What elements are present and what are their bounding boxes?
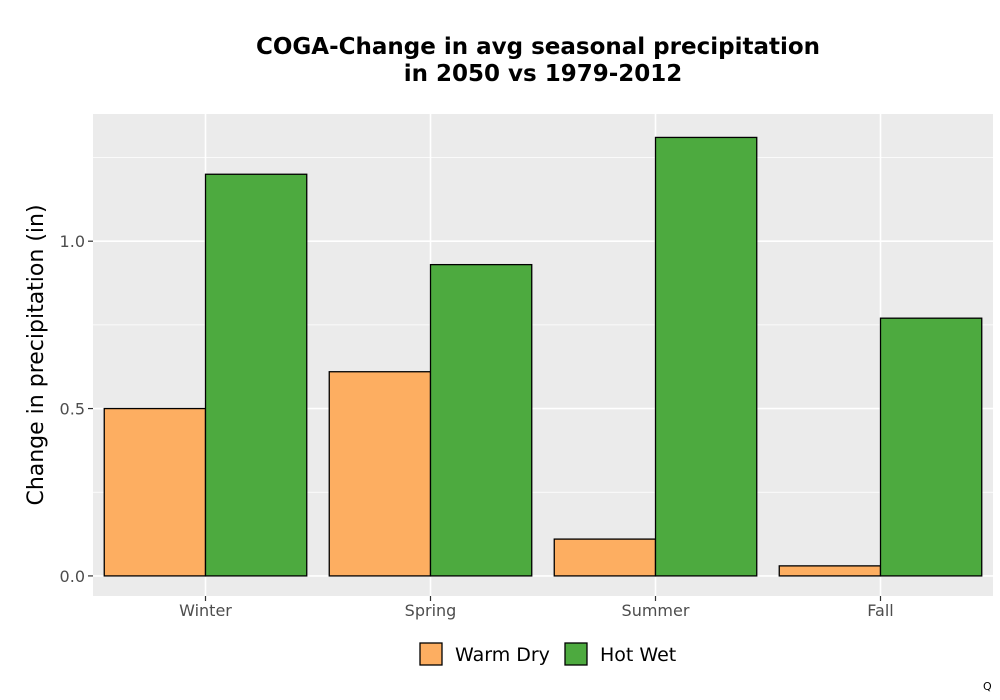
bar-hot-wet-spring	[429, 263, 533, 577]
ticks-layer: 0.0 0.5 1.0 Winter Spring Summer Fall	[60, 232, 894, 620]
y-axis-title: Change in precipitation (in)	[24, 204, 49, 505]
y-tick-label: 1.0	[60, 232, 85, 251]
x-tick-label: Fall	[867, 601, 893, 620]
legend-label-warm-dry: Warm Dry	[455, 644, 550, 666]
corner-label: Q	[983, 680, 992, 693]
bar-warm-dry-winter	[103, 407, 207, 577]
bars-layer	[103, 136, 983, 577]
bar-warm-dry-summer	[553, 538, 657, 577]
legend-swatch-warm-dry	[419, 642, 443, 666]
x-tick-label: Winter	[179, 601, 232, 620]
bar-warm-dry-spring	[328, 371, 432, 577]
bar-hot-wet-summer	[654, 136, 758, 577]
x-tick-label: Summer	[622, 601, 690, 620]
x-tick-label: Spring	[405, 601, 457, 620]
bar-hot-wet-winter	[204, 173, 308, 577]
bar-warm-dry-fall	[778, 565, 882, 577]
y-tick-label: 0.0	[60, 567, 85, 586]
legend-label-hot-wet: Hot Wet	[600, 644, 676, 666]
bar-hot-wet-fall	[879, 317, 983, 577]
y-tick-label: 0.5	[60, 400, 85, 419]
legend: Warm Dry Hot Wet	[419, 642, 676, 666]
legend-swatch-hot-wet	[564, 642, 588, 666]
chart-title-line-1: COGA-Change in avg seasonal precipitatio…	[256, 34, 820, 60]
chart-title-line-2: in 2050 vs 1979-2012	[404, 61, 683, 87]
